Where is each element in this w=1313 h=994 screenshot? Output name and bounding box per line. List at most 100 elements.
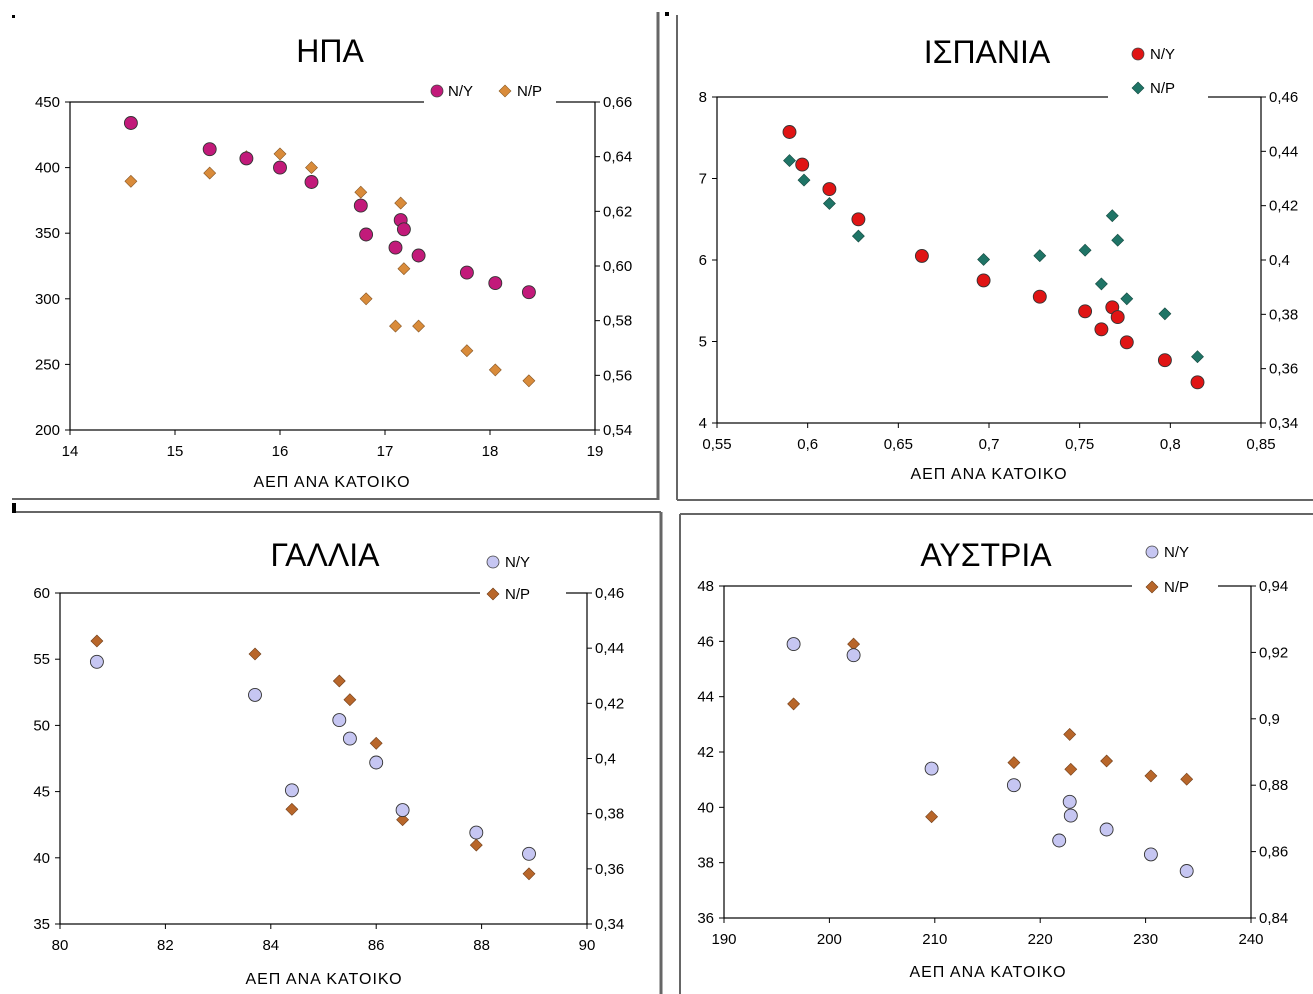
y2-ticks-france: 0,34 0,36 0,38 0,4 0,42 0,44 0,46 — [587, 585, 624, 933]
data-point-np — [977, 253, 991, 266]
data-point-ny — [332, 713, 347, 728]
x-axis-label-spain: ΑΕΠ ΑΝΑ ΚΑΤΟΙΚΟ — [910, 466, 1067, 483]
chart-title-france: ΓΑΛΛΙΑ — [270, 537, 380, 573]
y-tick-label: 38 — [697, 855, 714, 872]
x-tick-label: 0,6 — [797, 436, 818, 453]
data-point-ny — [411, 248, 426, 263]
y-tick-label: 250 — [35, 356, 60, 373]
data-point-np — [1033, 249, 1047, 263]
data-point-np — [460, 344, 474, 358]
data-point-np — [1094, 277, 1108, 291]
y-tick-label: 55 — [33, 651, 50, 668]
y-tick-label: 350 — [35, 225, 60, 242]
y2-tick-label: 0,4 — [1269, 252, 1290, 269]
data-point-np — [1063, 727, 1077, 741]
x-tick-label: 240 — [1238, 931, 1263, 948]
data-point-ny — [488, 276, 503, 291]
data-point-ny — [976, 273, 991, 288]
y-tick-label: 4 — [699, 415, 707, 432]
panel-dividers — [12, 12, 1313, 994]
data-point-np — [203, 166, 217, 180]
x-tick-label: 18 — [482, 443, 499, 460]
legend-marker-np-austria — [1145, 580, 1159, 594]
data-point-np — [1064, 762, 1078, 776]
data-point-ny — [273, 160, 287, 175]
y-tick-label: 8 — [699, 89, 707, 106]
legend-marker-ny-france — [486, 555, 500, 569]
x-tick-label: 82 — [157, 937, 174, 954]
chart-title-usa: ΗΠΑ — [296, 33, 364, 69]
y2-ticks-austria: 0,84 0,86 0,88 0,9 0,92 0,94 — [1251, 578, 1288, 927]
legend-label-ny-austria: N/Y — [1164, 544, 1189, 561]
plot-area-austria — [723, 585, 1252, 919]
data-point-ny — [1099, 822, 1114, 837]
y2-tick-label: 0,46 — [595, 585, 624, 602]
x-tick-label: 0,55 — [702, 436, 731, 453]
x-ticks-austria: 190 200 210 220 230 240 — [711, 918, 1264, 948]
data-point-np — [359, 292, 373, 306]
points-spain — [782, 125, 1205, 390]
data-point-np — [397, 262, 411, 276]
y-tick-label: 200 — [35, 422, 60, 439]
data-point-np — [851, 229, 865, 243]
x-ticks-spain: 0,55 0,6 0,65 0,7 0,75 0,8 0,85 — [702, 423, 1276, 453]
x-tick-label: 86 — [368, 937, 385, 954]
legend-label-ny-usa: N/Y — [448, 83, 473, 100]
data-point-ny — [469, 825, 484, 840]
legend-marker-ny-austria — [1145, 545, 1159, 559]
y2-tick-label: 0,84 — [1259, 910, 1288, 927]
data-point-ny — [1143, 847, 1158, 862]
data-point-np — [822, 197, 836, 210]
legend-label-ny-france: N/Y — [505, 554, 530, 571]
y-tick-label: 300 — [35, 291, 60, 308]
data-point-np — [1120, 292, 1134, 306]
y2-tick-label: 0,38 — [1269, 306, 1298, 323]
y2-tick-label: 0,42 — [1269, 198, 1298, 215]
x-tick-label: 16 — [272, 443, 289, 460]
y-tick-label: 36 — [697, 910, 714, 927]
data-point-np — [248, 647, 262, 661]
data-point-np — [522, 374, 536, 388]
y2-tick-label: 0,62 — [603, 203, 632, 220]
data-point-np — [1158, 307, 1172, 321]
corner-mark-left-mid — [12, 503, 16, 513]
y2-tick-label: 0,88 — [1259, 777, 1288, 794]
data-point-ny — [284, 783, 299, 798]
y2-tick-label: 0,36 — [1269, 361, 1298, 378]
data-point-np — [783, 154, 796, 168]
data-point-np — [1191, 350, 1204, 364]
x-tick-label: 190 — [711, 931, 736, 948]
legend-usa: N/Y N/P — [424, 78, 556, 103]
legend-background-spain — [1108, 42, 1208, 102]
data-point-ny — [359, 227, 374, 242]
data-point-np — [389, 319, 402, 333]
points-france — [89, 634, 536, 881]
y2-tick-label: 0,42 — [595, 695, 624, 712]
y-tick-label: 40 — [33, 850, 50, 867]
chart-title-austria: ΑΥΣΤΡΙΑ — [920, 537, 1052, 573]
legend-marker-np-spain — [1131, 81, 1145, 95]
data-point-np — [90, 634, 104, 648]
x-axis-label-austria: ΑΕΠ ΑΝΑ ΚΑΤΟΙΚΟ — [909, 964, 1066, 981]
data-point-ny — [342, 731, 357, 746]
y2-tick-label: 0,54 — [603, 422, 632, 439]
data-point-np — [1111, 233, 1125, 247]
data-point-np — [488, 363, 502, 377]
data-point-ny — [822, 182, 837, 197]
x-tick-label: 0,65 — [884, 436, 913, 453]
data-point-ny — [522, 846, 536, 861]
legend-france: N/Y N/P — [480, 548, 566, 606]
chart-title-spain: ΙΣΠΑΝΙΑ — [924, 34, 1051, 70]
y2-ticks-spain: 0,34 0,36 0,38 0,4 0,42 0,44 0,46 — [1261, 89, 1298, 432]
y-ticks-usa: 200 250 300 350 400 450 — [35, 94, 70, 439]
data-point-ny — [1190, 375, 1205, 390]
data-point-np — [343, 693, 357, 707]
y-tick-label: 6 — [699, 252, 707, 269]
y2-tick-label: 0,34 — [595, 916, 624, 933]
x-tick-label: 88 — [473, 937, 490, 954]
x-tick-label: 17 — [377, 443, 394, 460]
legend-spain: N/Y N/P — [1108, 42, 1208, 102]
data-point-np — [273, 147, 287, 161]
legend-label-ny-spain: N/Y — [1150, 46, 1175, 63]
